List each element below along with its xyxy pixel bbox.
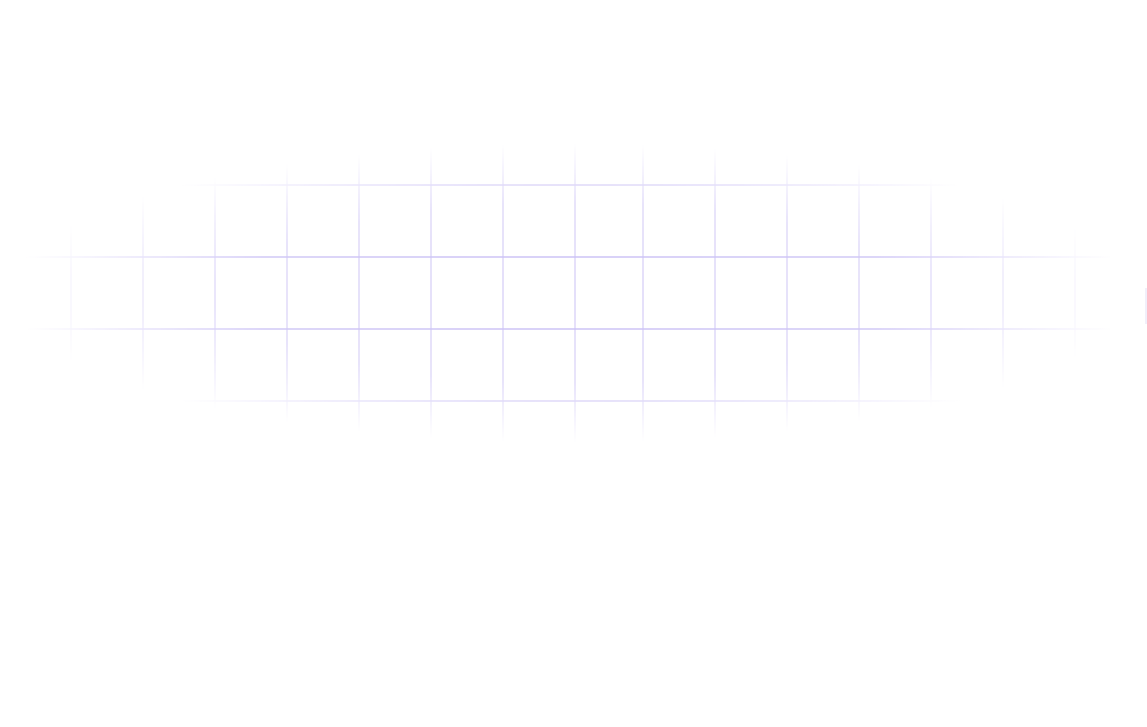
edge-scroll-indicator <box>1145 288 1147 324</box>
